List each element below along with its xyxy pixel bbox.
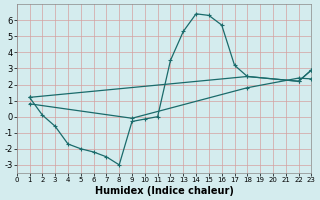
X-axis label: Humidex (Indice chaleur): Humidex (Indice chaleur) bbox=[95, 186, 234, 196]
